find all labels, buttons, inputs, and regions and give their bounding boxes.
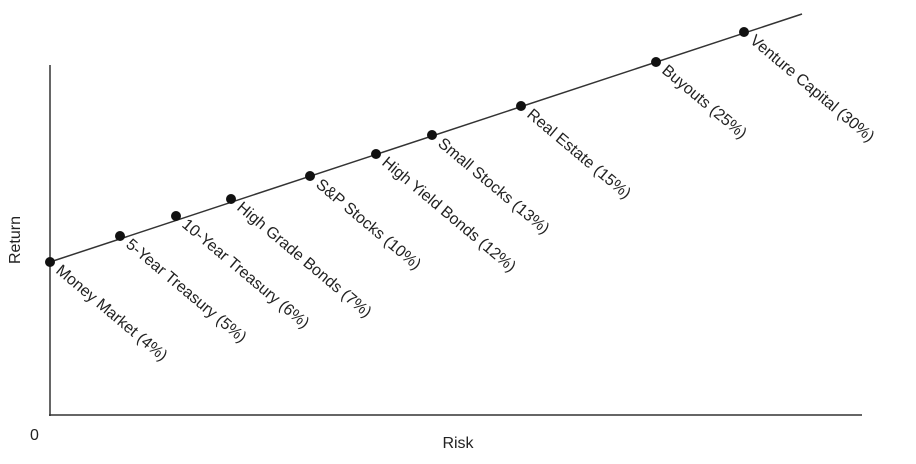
point <box>45 257 55 267</box>
point <box>427 130 437 140</box>
origin-label: 0 <box>30 427 39 444</box>
point <box>226 194 236 204</box>
point-label: 10-Year Treasury (6%) <box>178 216 312 332</box>
risk-return-line <box>49 13 803 263</box>
point <box>371 149 381 159</box>
point-label: Real Estate (15%) <box>523 106 633 202</box>
point <box>115 231 125 241</box>
y-axis-label: Return <box>7 216 24 264</box>
point <box>171 211 181 221</box>
point <box>739 27 749 37</box>
x-axis-label: Risk <box>442 435 474 452</box>
point-label: Venture Capital (30%) <box>746 32 877 146</box>
point <box>516 101 526 111</box>
point-label: Money Market (4%) <box>52 262 170 365</box>
point <box>651 57 661 67</box>
point-label: Buyouts (25%) <box>658 62 749 142</box>
point <box>305 171 315 181</box>
